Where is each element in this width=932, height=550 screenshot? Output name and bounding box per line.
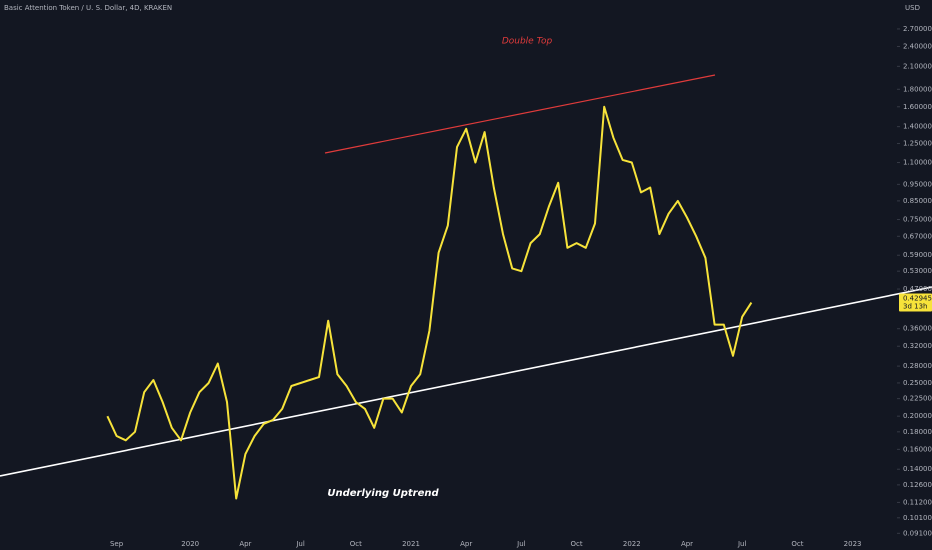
y-tick-label: 0.09100 (903, 529, 932, 537)
y-tick-label: 0.10100 (903, 514, 932, 522)
y-tick-label: 0.28000 (903, 362, 932, 370)
y-tick-label: 0.14000 (903, 465, 932, 473)
y-tick-label: 1.60000 (903, 103, 932, 111)
resistance-line (324, 74, 716, 154)
y-tick-label: 1.10000 (903, 159, 932, 167)
y-tick-label: 0.32000 (903, 342, 932, 350)
y-tick-label: 0.25000 (903, 379, 932, 387)
y-tick-label: 1.40000 (903, 123, 932, 131)
y-tick-label: 0.59000 (903, 251, 932, 259)
x-tick-label: Oct (791, 540, 803, 548)
x-tick-label: 2020 (181, 540, 199, 548)
price-line (106, 105, 753, 500)
x-tick-label: Jul (737, 540, 747, 548)
y-tick-label: 2.40000 (903, 42, 932, 50)
y-tick-label: 1.25000 (903, 140, 932, 148)
x-tick-label: Oct (350, 540, 362, 548)
y-tick-label: 0.75000 (903, 216, 932, 224)
x-tick-label: 2023 (844, 540, 862, 548)
annotation: Underlying Uptrend (327, 488, 439, 499)
x-tick-label: 2022 (623, 540, 641, 548)
uptrend-line (0, 286, 932, 477)
y-tick-label: 0.11200 (903, 498, 932, 506)
last-price-label: 0.42945 (903, 294, 932, 302)
x-tick-label: Apr (460, 540, 472, 548)
y-tick-label: 0.47000 (903, 285, 932, 293)
y-tick-label: 0.12600 (903, 481, 932, 489)
x-tick-label: Jul (295, 540, 305, 548)
x-tick-label: Apr (239, 540, 251, 548)
last-price-box (899, 293, 932, 312)
x-tick-label: 2021 (402, 540, 420, 548)
y-tick-label: 0.22500 (903, 395, 932, 403)
y-tick-label: 0.16000 (903, 445, 932, 453)
y-axis-label: USD (905, 4, 920, 12)
x-tick-label: Oct (571, 540, 583, 548)
y-tick-label: 0.67000 (903, 232, 932, 240)
x-tick-label: Jul (516, 540, 526, 548)
x-tick-label: Apr (681, 540, 693, 548)
annotation: Double Top (502, 37, 553, 47)
y-tick-label: 0.85000 (903, 197, 932, 205)
chart-title: Basic Attention Token / U. S. Dollar, 4D… (4, 4, 172, 12)
countdown-label: 3d 13h (903, 302, 927, 310)
y-tick-label: 0.18000 (903, 428, 932, 436)
y-tick-label: 0.36000 (903, 325, 932, 333)
y-tick-label: 0.20000 (903, 412, 932, 420)
y-tick-label: 2.10000 (903, 62, 932, 70)
y-tick-label: 1.80000 (903, 85, 932, 93)
y-axis: 2.70000 2.40000 2.10000 1.80000 1.60000 1.400… (110, 25, 932, 548)
y-tick-label: 2.70000 (903, 25, 932, 33)
y-tick-label: 0.95000 (903, 180, 932, 188)
x-tick-label: Sep (110, 540, 124, 548)
y-tick-label: 0.53000 (903, 267, 932, 275)
